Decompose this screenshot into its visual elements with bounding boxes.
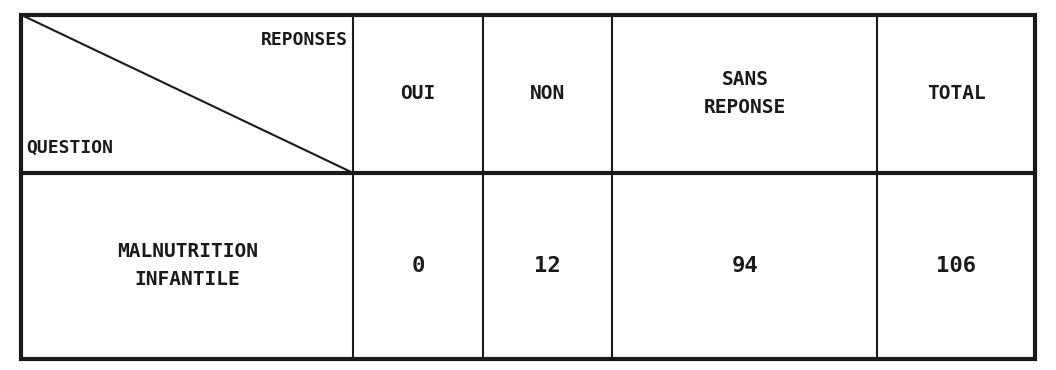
Text: REPONSES: REPONSES <box>261 31 348 50</box>
Text: SANS
REPONSE: SANS REPONSE <box>703 70 786 117</box>
Text: NON: NON <box>530 84 565 104</box>
Text: 0: 0 <box>412 256 425 276</box>
Text: QUESTION: QUESTION <box>26 138 113 157</box>
Text: 12: 12 <box>534 256 561 276</box>
Text: TOTAL: TOTAL <box>927 84 985 104</box>
Text: MALNUTRITION
INFANTILE: MALNUTRITION INFANTILE <box>117 242 258 289</box>
Text: 106: 106 <box>936 256 976 276</box>
Text: OUI: OUI <box>400 84 436 104</box>
Text: 94: 94 <box>732 256 758 276</box>
